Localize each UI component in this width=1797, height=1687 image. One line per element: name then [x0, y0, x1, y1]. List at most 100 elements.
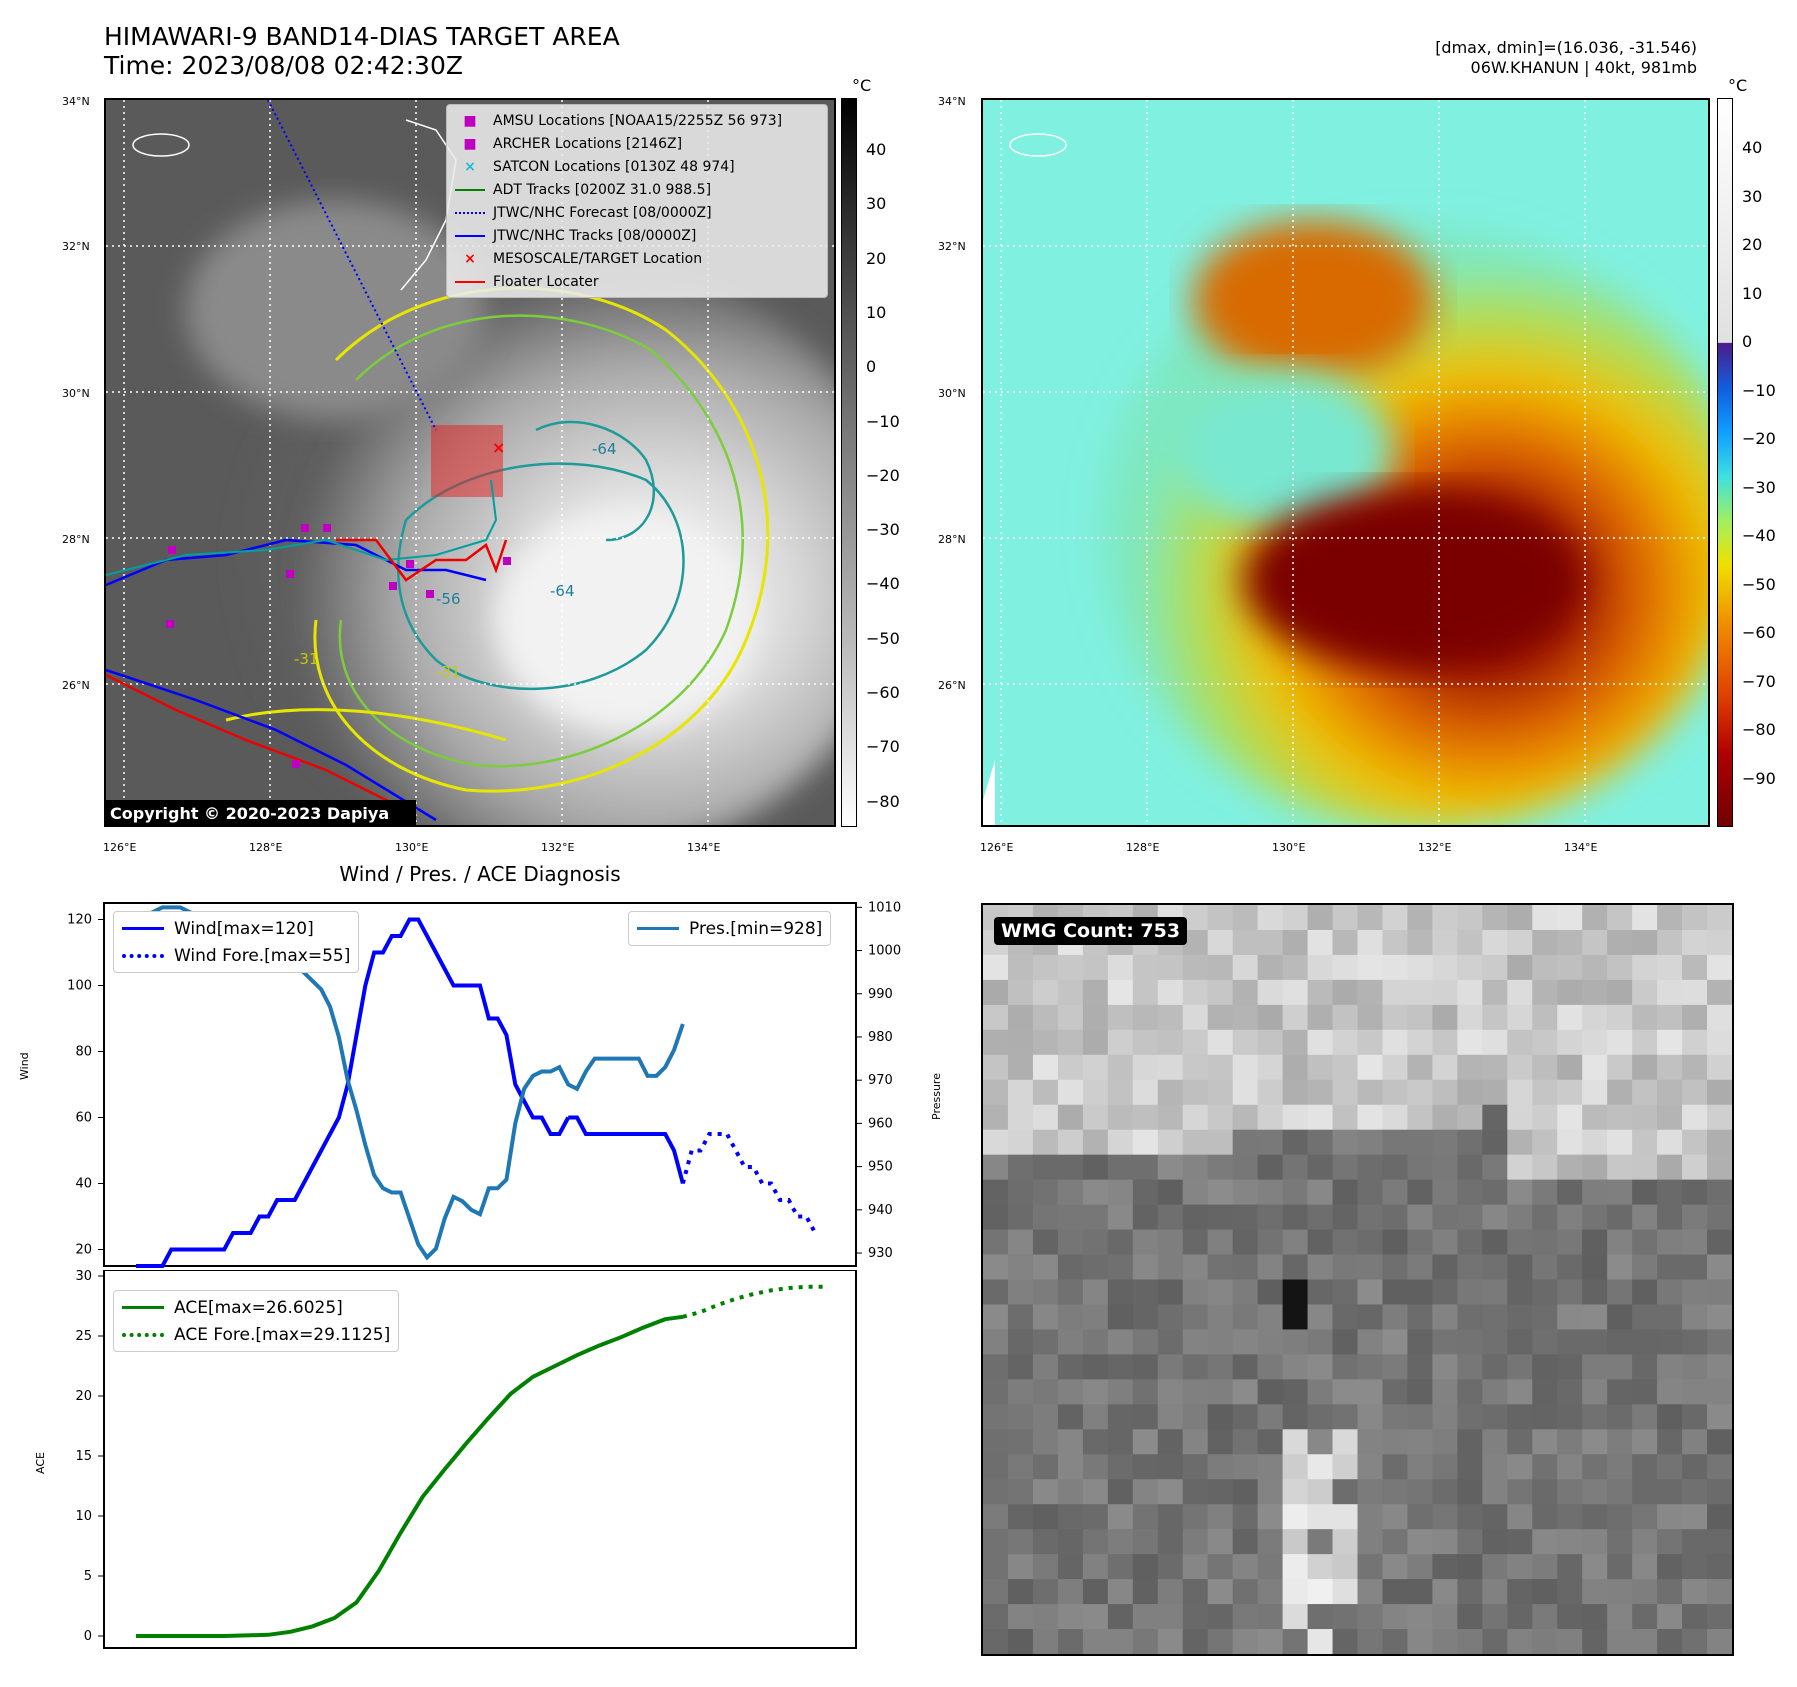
colorbar-left: [841, 98, 857, 827]
copyright-label: Copyright © 2020-2023 Dapiya: [110, 804, 390, 823]
diagnosis-title: Wind / Pres. / ACE Diagnosis: [339, 862, 621, 886]
ace-legend: ACE[max=26.6025] ACE Fore.[max=29.1125]: [113, 1290, 400, 1352]
colorbar-tick-label: −60: [866, 683, 900, 702]
colorbar-tick-label: 30: [866, 194, 887, 214]
y2-tick-label: 990: [868, 987, 893, 1002]
lat-label: 28°N: [62, 533, 90, 546]
wmg-pixel-image: [983, 905, 1732, 1654]
contour-label: -31: [436, 663, 461, 681]
colorbar-tick-label: 30: [1742, 186, 1763, 206]
lat-label: 30°N: [62, 387, 90, 400]
y2-tick-label: 950: [868, 1160, 893, 1175]
lat-label: 26°N: [938, 679, 966, 692]
y2-tick-label: 980: [868, 1030, 893, 1045]
colorbar-tick-label: −20: [866, 465, 900, 485]
ace-chart: 0 5 10 15 20 25 30: [75, 1270, 857, 1649]
plot-frame: [103, 902, 857, 1267]
colorbar-tick-label: 20: [866, 248, 887, 268]
legend-item-tracks: JTWC/NHC Tracks [08/0000Z]: [455, 224, 819, 247]
y-tick-label: 25: [75, 1329, 92, 1344]
colorbar-unit: °C: [1728, 76, 1748, 95]
lat-label: 28°N: [938, 533, 966, 546]
legend-item-wind: Wind[max=120]: [122, 915, 350, 942]
y-tick-label: 15: [75, 1449, 92, 1464]
map-legend: ■ AMSU Locations [NOAA15/2255Z 56 973] ■ A…: [446, 104, 828, 298]
y-tick-label: 0: [84, 1629, 92, 1644]
legend-item-adt: ADT Tracks [0200Z 31.0 988.5]: [455, 178, 819, 201]
colorbar-tick-label: −20: [1742, 429, 1776, 448]
lon-label: 130°E: [1272, 841, 1306, 854]
lat-label: 32°N: [62, 240, 90, 253]
legend-item-wind-forecast: Wind Fore.[max=55]: [122, 942, 350, 969]
storm-info-label: 06W.KHANUN | 40kt, 981mb: [1470, 58, 1697, 77]
pressure-legend: Pres.[min=928]: [628, 911, 832, 946]
colorbar-tick-label: 10: [1742, 283, 1763, 303]
lon-label: 132°E: [541, 841, 575, 854]
svg-text:×: ×: [492, 438, 505, 457]
y2-tick-label: 930: [868, 1246, 893, 1261]
colorbar-tick-label: −50: [1742, 574, 1776, 594]
legend-item-floater: Floater Locater: [455, 270, 819, 293]
dias-map-panel: [981, 98, 1710, 827]
y-tick-label: 5: [84, 1569, 92, 1584]
colorbar-tick-label: −70: [1742, 671, 1776, 691]
lat-label: 32°N: [938, 240, 966, 253]
pressure-axis-label: Pressure: [930, 1073, 943, 1120]
colorbar-tick-label: −40: [1742, 526, 1776, 545]
colorbar-tick-label: −10: [866, 411, 900, 431]
legend-item-ace-forecast: ACE Fore.[max=29.1125]: [122, 1321, 390, 1348]
colorbar-tick-label: 20: [1742, 235, 1763, 254]
y2-tick-label: 970: [868, 1073, 893, 1088]
contour-label: -64: [592, 440, 617, 458]
lon-label: 132°E: [1418, 841, 1452, 854]
y-tick-label: 20: [75, 1243, 92, 1258]
ace-series-line-0: [136, 1314, 684, 1638]
contour-label: -56: [436, 590, 461, 608]
contour-label: -31: [294, 650, 319, 668]
lat-label: 30°N: [938, 387, 966, 400]
series-line-1: [568, 1115, 685, 1185]
wind-axis-label: Wind: [18, 1052, 31, 1080]
ace-series-line-1: [682, 1284, 824, 1319]
y-tick-label: 60: [75, 1111, 92, 1126]
y2-tick-label: 940: [868, 1203, 893, 1218]
colorbar-tick-label: 40: [866, 140, 887, 159]
colorbar-tick-label: 10: [866, 302, 887, 322]
dias-map-image: [983, 100, 1708, 825]
colorbar-tick-label: −10: [1742, 380, 1776, 400]
series-line-2: [680, 1132, 817, 1234]
y-tick-label: 100: [67, 979, 92, 994]
colorbar-tick-label: −80: [1742, 720, 1776, 739]
series-line-0: [136, 917, 570, 1268]
lat-label: 34°N: [62, 95, 90, 108]
wmg-zoom-panel: WMG Count: 753: [981, 903, 1734, 1656]
colorbar-tick-label: 0: [1742, 332, 1753, 351]
colorbar-tick-label: −90: [1742, 768, 1776, 788]
legend-item-ace: ACE[max=26.6025]: [122, 1294, 390, 1321]
legend-item-archer: ■ ARCHER Locations [2146Z]: [463, 135, 683, 152]
figure-title-line1: HIMAWARI-9 BAND14-DIAS TARGET AREA: [104, 22, 620, 51]
lon-label: 126°E: [980, 841, 1014, 854]
colorbar-tick-label: −60: [1742, 623, 1776, 642]
colorbar-tick-label: 0: [866, 357, 877, 377]
lon-label: 128°E: [249, 841, 283, 854]
colorbar-tick-label: 40: [1742, 138, 1763, 157]
legend-item-amsu: ■ AMSU Locations [NOAA15/2255Z 56 973]: [463, 112, 783, 129]
colorbar-tick-label: −40: [866, 574, 900, 594]
y2-tick-label: 1010: [868, 900, 901, 915]
lon-label: 128°E: [1126, 841, 1160, 854]
legend-item-target: × MESOSCALE/TARGET Location: [464, 250, 703, 267]
ir-map-panel: × Copyright © 2020-2023 Dapiya -64 -64 -…: [104, 98, 836, 827]
wind-legend: Wind[max=120] Wind Fore.[max=55]: [113, 911, 360, 973]
lat-label: 26°N: [62, 679, 90, 692]
y2-tick-label: 1000: [868, 944, 901, 959]
y-tick-label: 40: [75, 1177, 92, 1192]
y-tick-label: 10: [75, 1509, 92, 1524]
figure-title-line2: Time: 2023/08/08 02:42:30Z: [104, 51, 463, 80]
colorbar-unit: °C: [852, 76, 872, 95]
y-tick-label: 120: [67, 913, 92, 928]
colorbar-tick-label: −70: [866, 737, 900, 757]
lon-label: 126°E: [103, 841, 137, 854]
lat-label: 34°N: [938, 95, 966, 108]
y-tick-label: 30: [75, 1270, 92, 1284]
